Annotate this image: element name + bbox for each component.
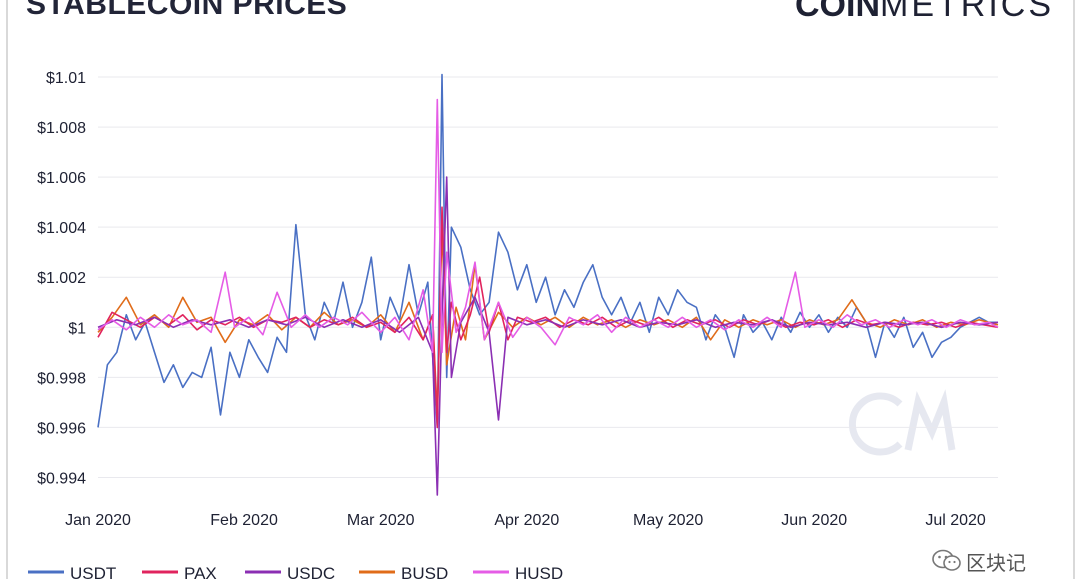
x-tick-label: Apr 2020 bbox=[494, 512, 559, 529]
x-tick-label: Mar 2020 bbox=[347, 512, 415, 529]
logo-light-text: METRICS bbox=[880, 0, 1054, 24]
legend-label-husd: HUSD bbox=[515, 564, 563, 579]
y-axis: $1.01 $1.008 $1.006 $1.004 $1.002 $1 $0.998 $0.… bbox=[37, 70, 86, 487]
chart-title: STABLECOIN PRICES bbox=[26, 0, 348, 21]
wechat-watermark-icon bbox=[932, 548, 962, 579]
x-tick-label: Feb 2020 bbox=[210, 512, 278, 529]
series-lines bbox=[97, 73, 999, 496]
frame-right-border bbox=[1073, 0, 1075, 579]
y-tick-label: $1.008 bbox=[37, 120, 86, 137]
y-tick-label: $0.996 bbox=[37, 420, 86, 437]
legend-label-usdt: USDT bbox=[70, 564, 116, 579]
y-tick-label: $1.01 bbox=[46, 70, 86, 87]
x-tick-label: Jan 2020 bbox=[65, 512, 131, 529]
legend-label-pax: PAX bbox=[184, 564, 217, 579]
series-line-usdc bbox=[97, 176, 999, 496]
legend-label-usdc: USDC bbox=[287, 564, 335, 579]
logo-bold-text: COIN bbox=[795, 0, 880, 24]
x-tick-label: Jul 2020 bbox=[925, 512, 986, 529]
x-axis: Jan 2020 Feb 2020 Mar 2020 Apr 2020 May 2020… bbox=[65, 512, 986, 529]
cm-watermark-m bbox=[904, 389, 956, 451]
coinmetrics-logo: COINMETRICS bbox=[795, 0, 1054, 25]
y-tick-label: $1.002 bbox=[37, 270, 86, 287]
legend-label-busd: BUSD bbox=[401, 564, 448, 579]
y-tick-label: $0.994 bbox=[37, 470, 86, 487]
legend: USDT PAX USDC BUSD HUSD bbox=[28, 564, 563, 579]
series-line-husd bbox=[97, 98, 999, 354]
frame-left-border bbox=[6, 0, 8, 579]
cm-watermark-logo bbox=[848, 389, 956, 456]
y-tick-label: $1 bbox=[68, 320, 86, 337]
y-tick-label: $1.004 bbox=[37, 220, 86, 237]
cm-watermark-c bbox=[848, 392, 903, 456]
x-tick-label: Jun 2020 bbox=[781, 512, 847, 529]
watermark-text: 区块记 bbox=[966, 553, 1026, 575]
grid-lines bbox=[98, 76, 998, 478]
y-tick-label: $1.006 bbox=[37, 170, 86, 187]
y-tick-label: $0.998 bbox=[37, 370, 86, 387]
x-tick-label: May 2020 bbox=[633, 512, 703, 529]
